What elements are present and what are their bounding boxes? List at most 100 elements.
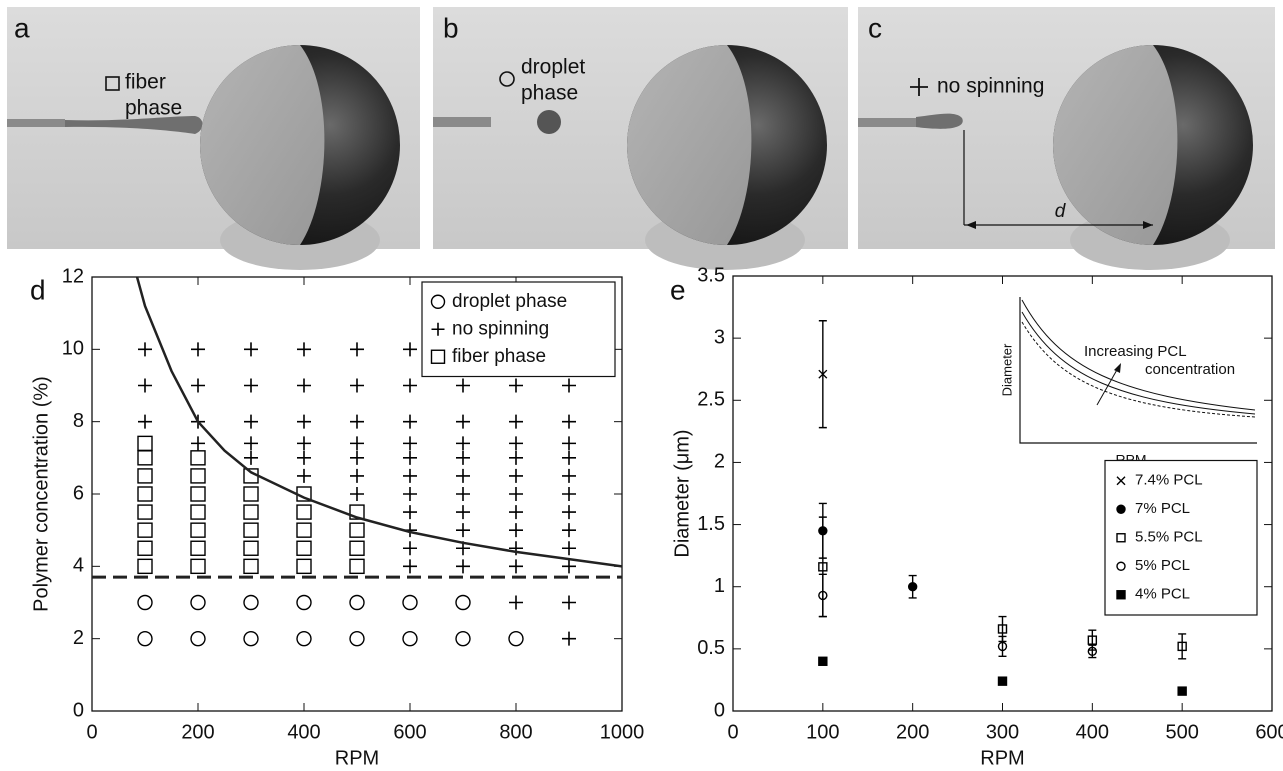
data-point	[137, 558, 153, 575]
data-point	[296, 594, 312, 611]
data-point	[562, 450, 576, 465]
x-tick-label: 600	[393, 721, 426, 743]
data-point	[509, 450, 523, 465]
data-point	[455, 630, 471, 647]
data-point	[244, 414, 258, 429]
panel-label: e	[670, 274, 686, 305]
x-axis-label: RPM	[980, 747, 1024, 769]
data-point	[243, 504, 259, 520]
data-point	[190, 504, 206, 520]
y-tick-label: 12	[62, 265, 84, 287]
data-point	[456, 505, 470, 520]
data-point	[509, 595, 523, 610]
data-point	[191, 342, 205, 357]
legend-marker	[430, 349, 446, 364]
data-point	[349, 522, 365, 538]
y-tick-label: 2.5	[697, 389, 725, 411]
data-point	[190, 450, 206, 466]
data-point	[137, 450, 153, 466]
data-point	[349, 504, 365, 520]
data-point	[1087, 646, 1098, 657]
legend-marker	[1116, 504, 1126, 514]
x-tick-label: 600	[1255, 721, 1283, 743]
y-axis-label: Diameter (μm)	[671, 429, 693, 557]
x-tick-label: 800	[499, 721, 532, 743]
data-point	[190, 468, 206, 484]
data-point	[509, 559, 523, 574]
legend-label: no spinning	[452, 318, 549, 339]
data-point	[456, 436, 470, 451]
panel-label: d	[30, 274, 46, 305]
legend-marker	[1116, 476, 1126, 486]
data-point	[562, 436, 576, 451]
data-point	[562, 523, 576, 538]
y-tick-label: 1	[714, 575, 725, 597]
photo-panel: a fiber phase	[7, 7, 420, 270]
data-point	[456, 559, 470, 574]
data-point	[138, 378, 152, 393]
panel-label: b	[443, 12, 459, 43]
data-point	[456, 414, 470, 429]
data-point	[350, 414, 364, 429]
x-tick-label: 200	[896, 721, 929, 743]
data-point	[907, 582, 918, 592]
data-point	[243, 540, 259, 556]
data-point	[349, 630, 365, 647]
data-point	[403, 541, 417, 556]
data-point	[509, 487, 523, 501]
data-point	[403, 414, 417, 429]
data-point	[243, 522, 259, 538]
legend-label: 5.5% PCL	[1135, 529, 1203, 546]
data-point	[562, 414, 576, 429]
legend-label: 7.4% PCL	[1135, 472, 1203, 489]
annotation: no spinning	[937, 75, 1044, 98]
data-point	[509, 414, 523, 429]
data-point	[509, 378, 523, 393]
data-point	[138, 414, 152, 429]
x-tick-label: 100	[806, 721, 839, 743]
y-tick-label: 0	[714, 699, 725, 721]
data-point	[349, 594, 365, 611]
annotation: fiber	[125, 71, 166, 94]
x-tick-label: 200	[181, 721, 214, 743]
data-point	[350, 436, 364, 451]
data-point	[456, 487, 470, 501]
data-point	[509, 523, 523, 538]
data-point	[402, 594, 418, 611]
data-point	[243, 486, 259, 502]
inset-ylabel: Diameter	[999, 343, 1014, 396]
x-tick-label: 300	[986, 721, 1019, 743]
data-point	[296, 504, 312, 520]
data-point	[297, 468, 311, 483]
data-point	[350, 450, 364, 465]
legend-marker	[1116, 590, 1126, 600]
data-point	[297, 414, 311, 429]
data-point	[456, 523, 470, 538]
data-point	[562, 505, 576, 520]
data-point	[818, 562, 828, 572]
legend-marker	[431, 322, 445, 336]
data-point	[190, 594, 206, 611]
legend-label: 4% PCL	[1135, 586, 1190, 603]
data-point	[191, 378, 205, 393]
photo-panel: b droplet phase	[433, 7, 848, 270]
data-point	[997, 624, 1008, 634]
data-point	[137, 435, 153, 452]
annotation: phase	[125, 97, 182, 120]
x-tick-label: 0	[86, 721, 97, 743]
data-point	[297, 342, 311, 357]
x-tick-label: 400	[1076, 721, 1109, 743]
error-bar	[818, 573, 827, 618]
legend-marker	[430, 294, 446, 309]
data-point	[190, 558, 206, 575]
panel-label: c	[868, 12, 882, 43]
x-tick-label: 500	[1165, 721, 1198, 743]
data-point	[403, 468, 417, 483]
data-point	[562, 541, 576, 556]
data-point	[403, 559, 417, 574]
curve	[135, 277, 622, 568]
y-tick-label: 10	[62, 338, 84, 360]
data-point	[190, 486, 206, 502]
data-point	[562, 631, 576, 646]
